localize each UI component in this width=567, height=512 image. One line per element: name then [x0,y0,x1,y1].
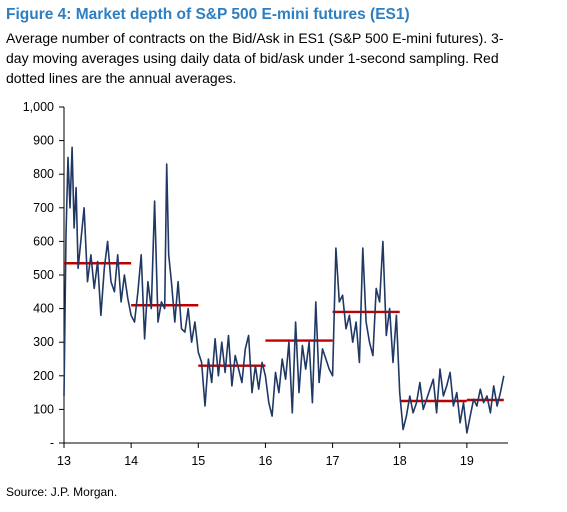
x-tick-label: 16 [258,454,272,468]
chart-title: Figure 4: Market depth of S&P 500 E-mini… [6,6,410,23]
x-tick-label: 17 [326,454,340,468]
y-tick-label: 400 [33,302,54,316]
y-tick-label: - [50,436,54,450]
y-tick-label: 1,000 [23,100,54,114]
chart-axes [63,107,508,444]
x-tick-label: 14 [124,454,138,468]
source-note: Source: J.P. Morgan. [6,485,118,499]
x-tick-label: 18 [393,454,407,468]
y-tick-label: 100 [33,402,54,416]
y-tick-label: 500 [33,268,54,282]
x-axis-ticks: 13 14 15 16 17 18 19 [57,443,474,468]
x-tick-label: 15 [191,454,205,468]
y-tick-label: 600 [33,234,54,248]
x-tick-label: 19 [460,454,474,468]
y-axis-ticks: - 100 200 300 400 500 600 700 800 900 1,000 [23,100,64,450]
y-tick-label: 800 [33,167,54,181]
annual-average-lines [64,262,504,403]
y-tick-label: 200 [33,369,54,383]
y-tick-label: 900 [33,134,54,148]
series-group [63,146,505,434]
series-line [63,146,505,434]
y-tick-label: 300 [33,335,54,349]
y-tick-label: 700 [33,201,54,215]
chart-subtitle: Average number of contracts on the Bid/A… [6,30,504,86]
x-tick-label: 13 [57,454,71,468]
